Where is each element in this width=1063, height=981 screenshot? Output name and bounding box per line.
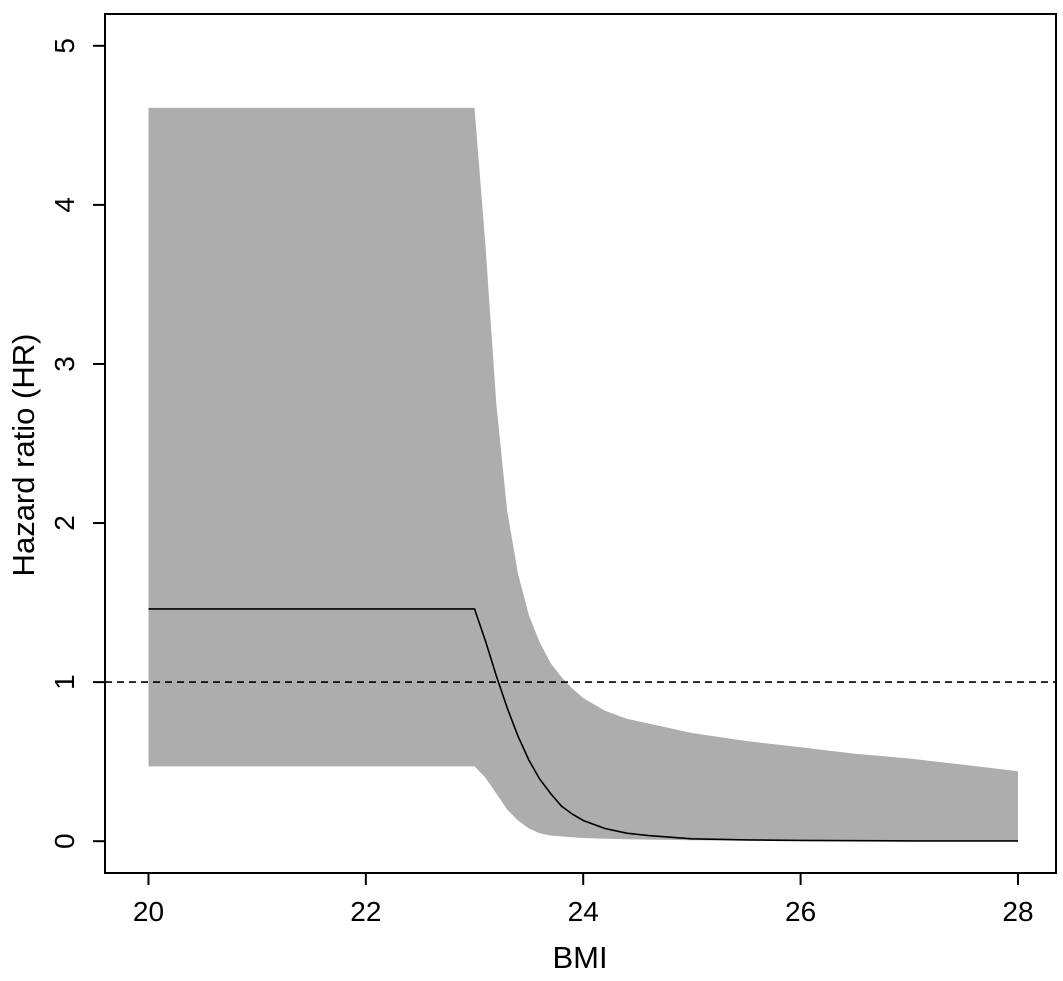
- confidence-band: [148, 107, 1018, 841]
- y-tick-label: 3: [49, 356, 80, 372]
- y-tick-label: 4: [49, 197, 80, 213]
- y-axis-title: Hazard ratio (HR): [6, 334, 41, 577]
- x-tick-label: 20: [133, 896, 164, 927]
- axis-layer: 20 22 24 26 28 0 1 2 3 4 5: [49, 38, 1034, 927]
- x-tick-label: 26: [785, 896, 816, 927]
- x-tick-label: 28: [1002, 896, 1033, 927]
- plot-layer: [105, 107, 1056, 842]
- hazard-ratio-line: [148, 608, 1018, 842]
- x-axis-title: BMI: [552, 940, 607, 975]
- x-tick-label: 24: [568, 896, 599, 927]
- y-tick-label: 0: [49, 833, 80, 849]
- y-tick-label: 5: [49, 38, 80, 54]
- plot-frame: [104, 13, 1057, 874]
- y-tick-label: 1: [49, 674, 80, 690]
- x-tick-label: 22: [350, 896, 381, 927]
- y-tick-label: 2: [49, 515, 80, 531]
